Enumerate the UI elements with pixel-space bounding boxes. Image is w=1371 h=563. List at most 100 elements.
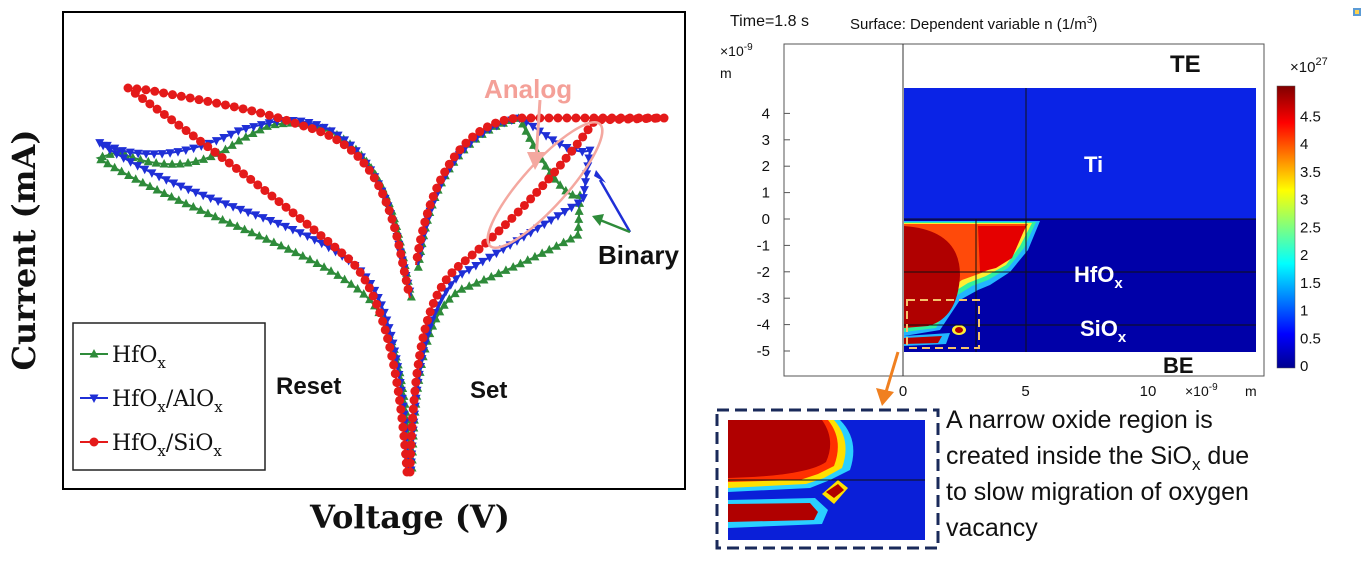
series-marker — [159, 188, 169, 198]
series-marker — [375, 308, 385, 318]
be-label: BE — [1163, 353, 1194, 378]
series-marker — [165, 149, 175, 158]
y-tick-label: -5 — [757, 343, 770, 360]
series-marker — [117, 166, 127, 176]
series-marker — [494, 268, 504, 278]
series-marker — [525, 133, 535, 142]
colorbar-tick-label: 2 — [1300, 247, 1308, 264]
series-marker — [420, 324, 430, 334]
series-marker — [110, 144, 120, 154]
series-marker — [553, 212, 563, 221]
series-hfox-siox — [123, 83, 669, 477]
x-tick-label: 0 — [899, 383, 907, 400]
x-tick-label: 10 — [1140, 383, 1157, 400]
series-marker — [398, 258, 408, 268]
series-marker — [167, 159, 177, 168]
series-marker — [625, 113, 635, 123]
series-marker — [478, 257, 488, 267]
series-marker — [312, 121, 322, 130]
series-marker — [571, 113, 581, 123]
series-marker — [203, 208, 213, 218]
series-marker — [408, 404, 418, 414]
series-marker — [428, 298, 438, 308]
series-marker — [526, 194, 536, 204]
series-marker — [390, 223, 400, 233]
colorbar-tick-label: 2.5 — [1300, 219, 1321, 236]
series-marker — [229, 102, 239, 112]
series-marker — [544, 244, 554, 254]
series-marker — [517, 113, 527, 123]
series-marker — [418, 333, 428, 343]
analog-ellipse — [486, 121, 604, 249]
caption-line: vacancy — [946, 514, 1038, 542]
colorbar-tick-label: 4.5 — [1300, 108, 1321, 125]
series-marker — [188, 131, 198, 141]
simulation-panel: Time=1.8 s Surface: Dependent variable n… — [715, 8, 1361, 550]
y-tick-label: -4 — [757, 317, 770, 334]
series-marker — [125, 148, 135, 158]
series-marker — [412, 368, 422, 378]
series-marker — [333, 270, 343, 279]
series-marker — [467, 250, 477, 260]
series-marker — [174, 195, 184, 204]
colorbar-tick-label: 3.5 — [1300, 164, 1321, 181]
series-marker — [206, 194, 216, 204]
series-marker — [374, 181, 384, 191]
corner-icon[interactable] — [1353, 8, 1361, 16]
series-marker — [439, 300, 449, 309]
series-marker — [384, 206, 394, 216]
series-marker — [241, 132, 251, 141]
y-tick-label: 4 — [762, 105, 770, 122]
series-marker — [401, 275, 411, 285]
series-marker — [133, 149, 143, 159]
series-marker — [188, 202, 198, 211]
y-tick-label: -1 — [757, 237, 770, 254]
series-marker — [562, 113, 572, 123]
series-marker — [364, 283, 374, 293]
series-marker — [304, 119, 314, 128]
set-label: Set — [470, 377, 507, 404]
series-marker — [583, 125, 593, 135]
series-marker — [393, 386, 403, 396]
series-marker — [634, 113, 644, 123]
series-marker — [521, 126, 531, 135]
binary-arrow-green — [599, 218, 631, 234]
x-unit: m — [1245, 383, 1257, 399]
series-marker — [98, 151, 108, 161]
series-marker — [408, 413, 418, 423]
series-marker — [161, 176, 171, 185]
series-marker — [562, 143, 572, 153]
series-marker — [210, 147, 220, 157]
series-marker — [141, 85, 151, 95]
series-marker — [196, 136, 206, 146]
binary-arrowhead-blue — [594, 170, 606, 183]
series-marker — [167, 115, 177, 125]
series-marker — [264, 119, 274, 128]
series-marker — [403, 284, 413, 294]
series-marker — [191, 188, 201, 198]
series-marker — [233, 127, 243, 136]
series-marker — [551, 241, 561, 250]
series-marker — [567, 146, 577, 156]
series-marker — [395, 395, 405, 405]
series-marker — [546, 216, 556, 225]
series-marker — [312, 258, 322, 267]
analog-arrowhead — [527, 152, 545, 170]
series-marker — [461, 138, 471, 148]
series-marker — [405, 458, 415, 468]
series-marker — [659, 113, 669, 123]
series-marker — [537, 248, 547, 257]
series-marker — [249, 123, 259, 132]
series-marker — [316, 127, 326, 137]
series-marker — [380, 325, 390, 335]
colorbar-tick-label: 3 — [1300, 192, 1308, 209]
series-marker — [149, 150, 159, 159]
y-tick-label: -3 — [757, 290, 770, 307]
series-marker — [173, 148, 183, 157]
series-marker — [418, 226, 428, 236]
legend-box — [72, 322, 266, 471]
series-marker — [396, 249, 406, 259]
series-marker — [240, 224, 250, 234]
colorbar-exponent: ×1027 — [1290, 56, 1328, 76]
series-marker — [444, 294, 454, 303]
